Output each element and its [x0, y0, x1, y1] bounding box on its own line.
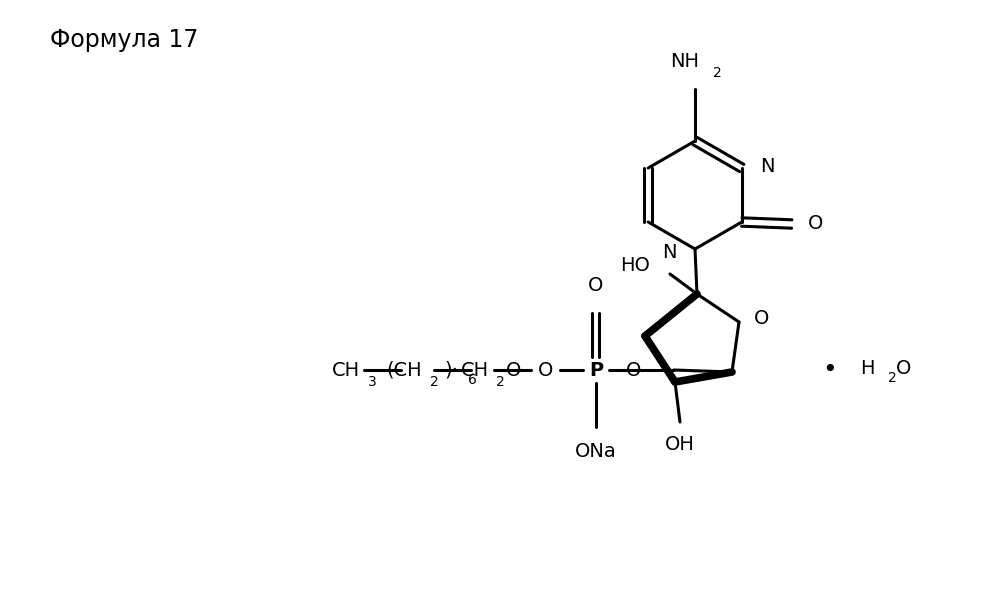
Text: NH: NH — [670, 52, 699, 71]
Text: O: O — [896, 359, 911, 378]
Text: O: O — [506, 361, 521, 379]
Text: OH: OH — [665, 435, 695, 454]
Text: 2: 2 — [496, 375, 504, 389]
Text: 2: 2 — [713, 66, 721, 80]
Text: N: N — [760, 157, 774, 176]
Text: N: N — [662, 243, 677, 262]
Text: •: • — [822, 358, 837, 382]
Text: O: O — [626, 361, 641, 379]
Text: O: O — [588, 276, 603, 295]
Text: H: H — [860, 359, 874, 378]
Text: O: O — [754, 309, 769, 329]
Text: (CH: (CH — [387, 361, 422, 379]
Text: Формула 17: Формула 17 — [50, 28, 199, 52]
Text: CH: CH — [461, 361, 489, 379]
Text: 2: 2 — [430, 375, 439, 389]
Text: O: O — [808, 215, 823, 234]
Text: ONa: ONa — [575, 442, 616, 461]
Text: O: O — [538, 361, 553, 379]
Text: 6: 6 — [468, 373, 477, 387]
Text: P: P — [589, 361, 603, 379]
Text: CH: CH — [332, 361, 360, 379]
Text: 2: 2 — [888, 371, 897, 385]
Text: )·: )· — [444, 361, 458, 379]
Text: HO: HO — [620, 256, 650, 276]
Text: 3: 3 — [368, 375, 377, 389]
